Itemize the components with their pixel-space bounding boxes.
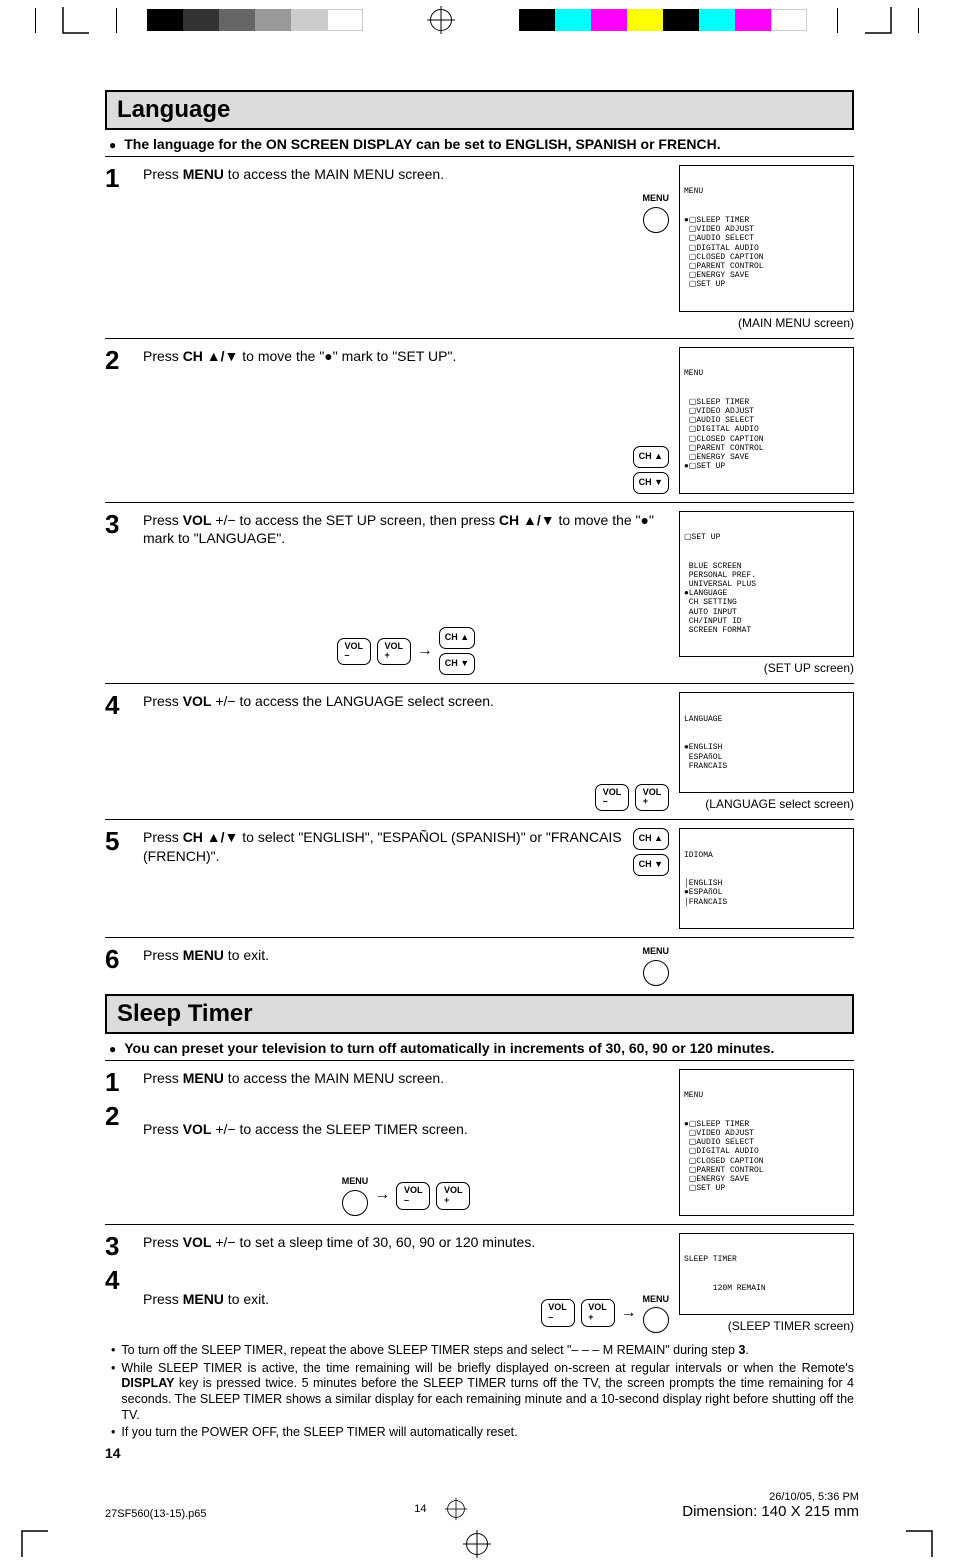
language-intro: The language for the ON SCREEN DISPLAY c… [105, 136, 854, 152]
footer-page: 14 [414, 1503, 426, 1515]
step-num: 3 [105, 511, 133, 676]
osd-sleep-timer: SLEEP TIMER 120M REMAIN [679, 1233, 854, 1316]
arrow-icon: → [374, 1185, 390, 1206]
step-num: 2 [105, 1103, 133, 1129]
lang-step-5: 5 Press CH ▲/▼ to select "ENGLISH", "ESP… [105, 819, 854, 937]
step-text: Press MENU to exit. [143, 946, 633, 964]
step-num: 1 [105, 1069, 133, 1095]
sleep-step-3-4: 3 4 Press VOL +/− to set a sleep time of… [105, 1224, 854, 1342]
menu-button: MENU [342, 1176, 369, 1216]
vol-plus-button: VOL + [377, 638, 411, 666]
osd-caption: (SET UP screen) [764, 661, 854, 675]
osd-language: LANGUAGE ●ENGLISH ESPAñOL FRANCAIS [679, 692, 854, 793]
vol-minus-button: VOL – [595, 784, 629, 812]
step-num: 3 [105, 1233, 133, 1259]
step-text: Press VOL +/− to set a sleep time of 30,… [143, 1233, 669, 1284]
step-text: Press VOL +/− to access the LANGUAGE sel… [143, 692, 669, 773]
footer-file: 27SF560(13-15).p65 [105, 1508, 207, 1520]
osd-caption: (MAIN MENU screen) [738, 316, 854, 330]
arrow-icon: → [417, 641, 433, 662]
ch-up-button: CH ▲ [633, 828, 669, 850]
step-text: Press VOL +/− to access the SET UP scree… [143, 511, 669, 618]
lang-step-3: 3 Press VOL +/− to access the SET UP scr… [105, 502, 854, 684]
menu-button: MENU [643, 1294, 670, 1334]
step-num: 4 [105, 692, 133, 811]
osd-setup: ▢SET UP BLUE SCREEN PERSONAL PREF. UNIVE… [679, 511, 854, 658]
step-num: 4 [105, 1267, 133, 1293]
ch-down-button: CH ▼ [633, 472, 669, 494]
lang-step-1: 1 Press MENU to access the MAIN MENU scr… [105, 156, 854, 338]
lang-step-4: 4 Press VOL +/− to access the LANGUAGE s… [105, 683, 854, 819]
lang-step-6: 6 Press MENU to exit. MENU [105, 937, 854, 994]
ch-up-button: CH ▲ [633, 446, 669, 468]
ch-down-button: CH ▼ [633, 854, 669, 876]
menu-button: MENU [643, 946, 670, 986]
sleep-notes: To turn off the SLEEP TIMER, repeat the … [105, 1343, 854, 1441]
sleep-intro: You can preset your television to turn o… [105, 1040, 854, 1056]
footer-dimension: Dimension: 140 X 215 mm [682, 1503, 859, 1520]
vol-plus-button: VOL + [581, 1299, 615, 1327]
page-number: 14 [105, 1445, 854, 1461]
vol-minus-button: VOL – [396, 1182, 430, 1210]
print-marks-top [0, 0, 954, 40]
step-num: 6 [105, 946, 133, 986]
lang-step-2: 2 Press CH ▲/▼ to move the "●" mark to "… [105, 338, 854, 502]
vol-minus-button: VOL – [337, 638, 371, 666]
osd-caption: (SLEEP TIMER screen) [728, 1319, 854, 1333]
footer-date: 26/10/05, 5:36 PM [769, 1491, 859, 1503]
ch-down-button: CH ▼ [439, 653, 475, 675]
step-num: 1 [105, 165, 133, 330]
vol-plus-button: VOL + [436, 1182, 470, 1210]
step-num: 5 [105, 828, 133, 929]
step-text: Press MENU to exit. [143, 1290, 531, 1308]
ch-up-button: CH ▲ [439, 627, 475, 649]
arrow-icon: → [621, 1303, 637, 1324]
vol-minus-button: VOL – [541, 1299, 575, 1327]
osd-sleep-menu: MENU ●▢SLEEP TIMER ▢VIDEO ADJUST ▢AUDIO … [679, 1069, 854, 1216]
osd-idioma: IDIOMA │ENGLISH ●ESPAñOL │FRANCAIS [679, 828, 854, 929]
language-heading: Language [105, 90, 854, 130]
step-text: Press MENU to access the MAIN MENU scree… [143, 165, 669, 183]
osd-main-menu-setup: MENU ▢SLEEP TIMER ▢VIDEO ADJUST ▢AUDIO S… [679, 347, 854, 494]
print-footer: 27SF560(13-15).p65 14 26/10/05, 5:36 PM … [0, 1481, 954, 1524]
sleep-heading: Sleep Timer [105, 994, 854, 1034]
osd-caption: (LANGUAGE select screen) [705, 797, 854, 811]
menu-button: MENU [643, 193, 670, 233]
sleep-step-1-2: 1 2 Press MENU to access the MAIN MENU s… [105, 1060, 854, 1224]
vol-plus-button: VOL + [635, 784, 669, 812]
osd-main-menu: MENU ●▢SLEEP TIMER ▢VIDEO ADJUST ▢AUDIO … [679, 165, 854, 312]
step-text: Press CH ▲/▼ to move the "●" mark to "SE… [143, 347, 669, 436]
step-text: Press VOL +/− to access the SLEEP TIMER … [143, 1120, 669, 1166]
step-text: Press MENU to access the MAIN MENU scree… [143, 1069, 669, 1115]
page-content: Language The language for the ON SCREEN … [0, 40, 954, 1481]
step-num: 2 [105, 347, 133, 494]
step-text: Press CH ▲/▼ to select "ENGLISH", "ESPAÑ… [143, 828, 623, 864]
print-marks-bottom [0, 1524, 954, 1564]
